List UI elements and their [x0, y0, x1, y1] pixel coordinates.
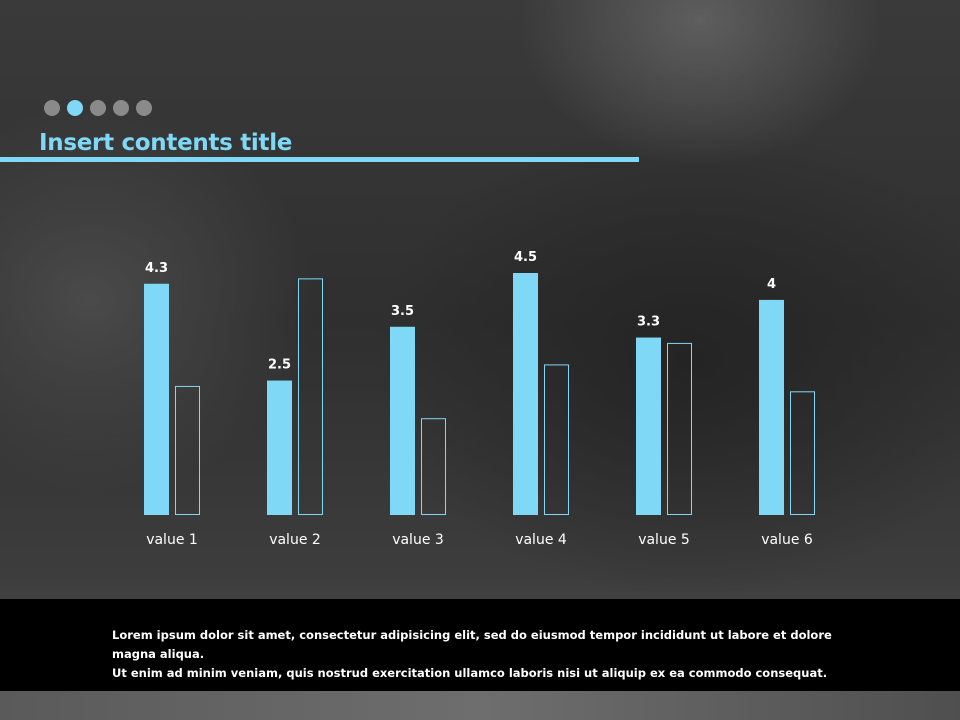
bar-outline-3 — [421, 418, 446, 516]
category-label-5: value 5 — [638, 532, 690, 548]
footer-line-2: Ut enim ad minim veniam, quis nostrud ex… — [112, 666, 828, 680]
page-title: Insert contents title — [39, 130, 293, 156]
footer-bottom-strip — [0, 691, 960, 720]
pager-dot-2[interactable] — [67, 100, 83, 116]
category-label-1: value 1 — [146, 532, 198, 548]
pager-dot-4[interactable] — [113, 100, 129, 116]
data-label-2: 2.5 — [268, 358, 291, 373]
pager-dot-1[interactable] — [44, 100, 60, 116]
data-label-3: 3.5 — [391, 304, 414, 319]
slide-pager — [44, 100, 152, 116]
bar-outline-1 — [175, 385, 200, 515]
bar-outline-2 — [298, 278, 323, 515]
footer-text-band: Lorem ipsum dolor sit amet, consectetur … — [0, 599, 960, 691]
category-label-4: value 4 — [515, 532, 567, 548]
bar-chart: 4.3 value 1 2.5 value 2 3.5 value 3 4.5 value 4… — [144, 250, 815, 548]
pager-dot-5[interactable] — [136, 100, 152, 116]
category-label-2: value 2 — [269, 532, 321, 548]
bar-filled-3 — [390, 326, 415, 515]
data-label-4: 4.5 — [514, 250, 537, 265]
bar-filled-5 — [636, 337, 661, 515]
data-label-5: 3.3 — [637, 315, 660, 330]
footer-paragraph: Lorem ipsum dolor sit amet, consectetur … — [112, 626, 872, 683]
pager-dot-3[interactable] — [90, 100, 106, 116]
bar-outline-6 — [790, 391, 815, 515]
bar-outline-5 — [667, 342, 692, 515]
bar-filled-6 — [759, 299, 784, 515]
footer-line-1: Lorem ipsum dolor sit amet, consectetur … — [112, 628, 832, 661]
title-underline — [0, 157, 639, 162]
data-label-6: 4 — [767, 277, 776, 292]
category-label-6: value 6 — [761, 532, 813, 548]
bar-filled-2 — [267, 380, 292, 515]
bar-outline-4 — [544, 364, 569, 515]
bar-filled-1 — [144, 283, 169, 515]
category-label-3: value 3 — [392, 532, 444, 548]
data-label-1: 4.3 — [145, 261, 168, 276]
bar-filled-4 — [513, 273, 538, 515]
